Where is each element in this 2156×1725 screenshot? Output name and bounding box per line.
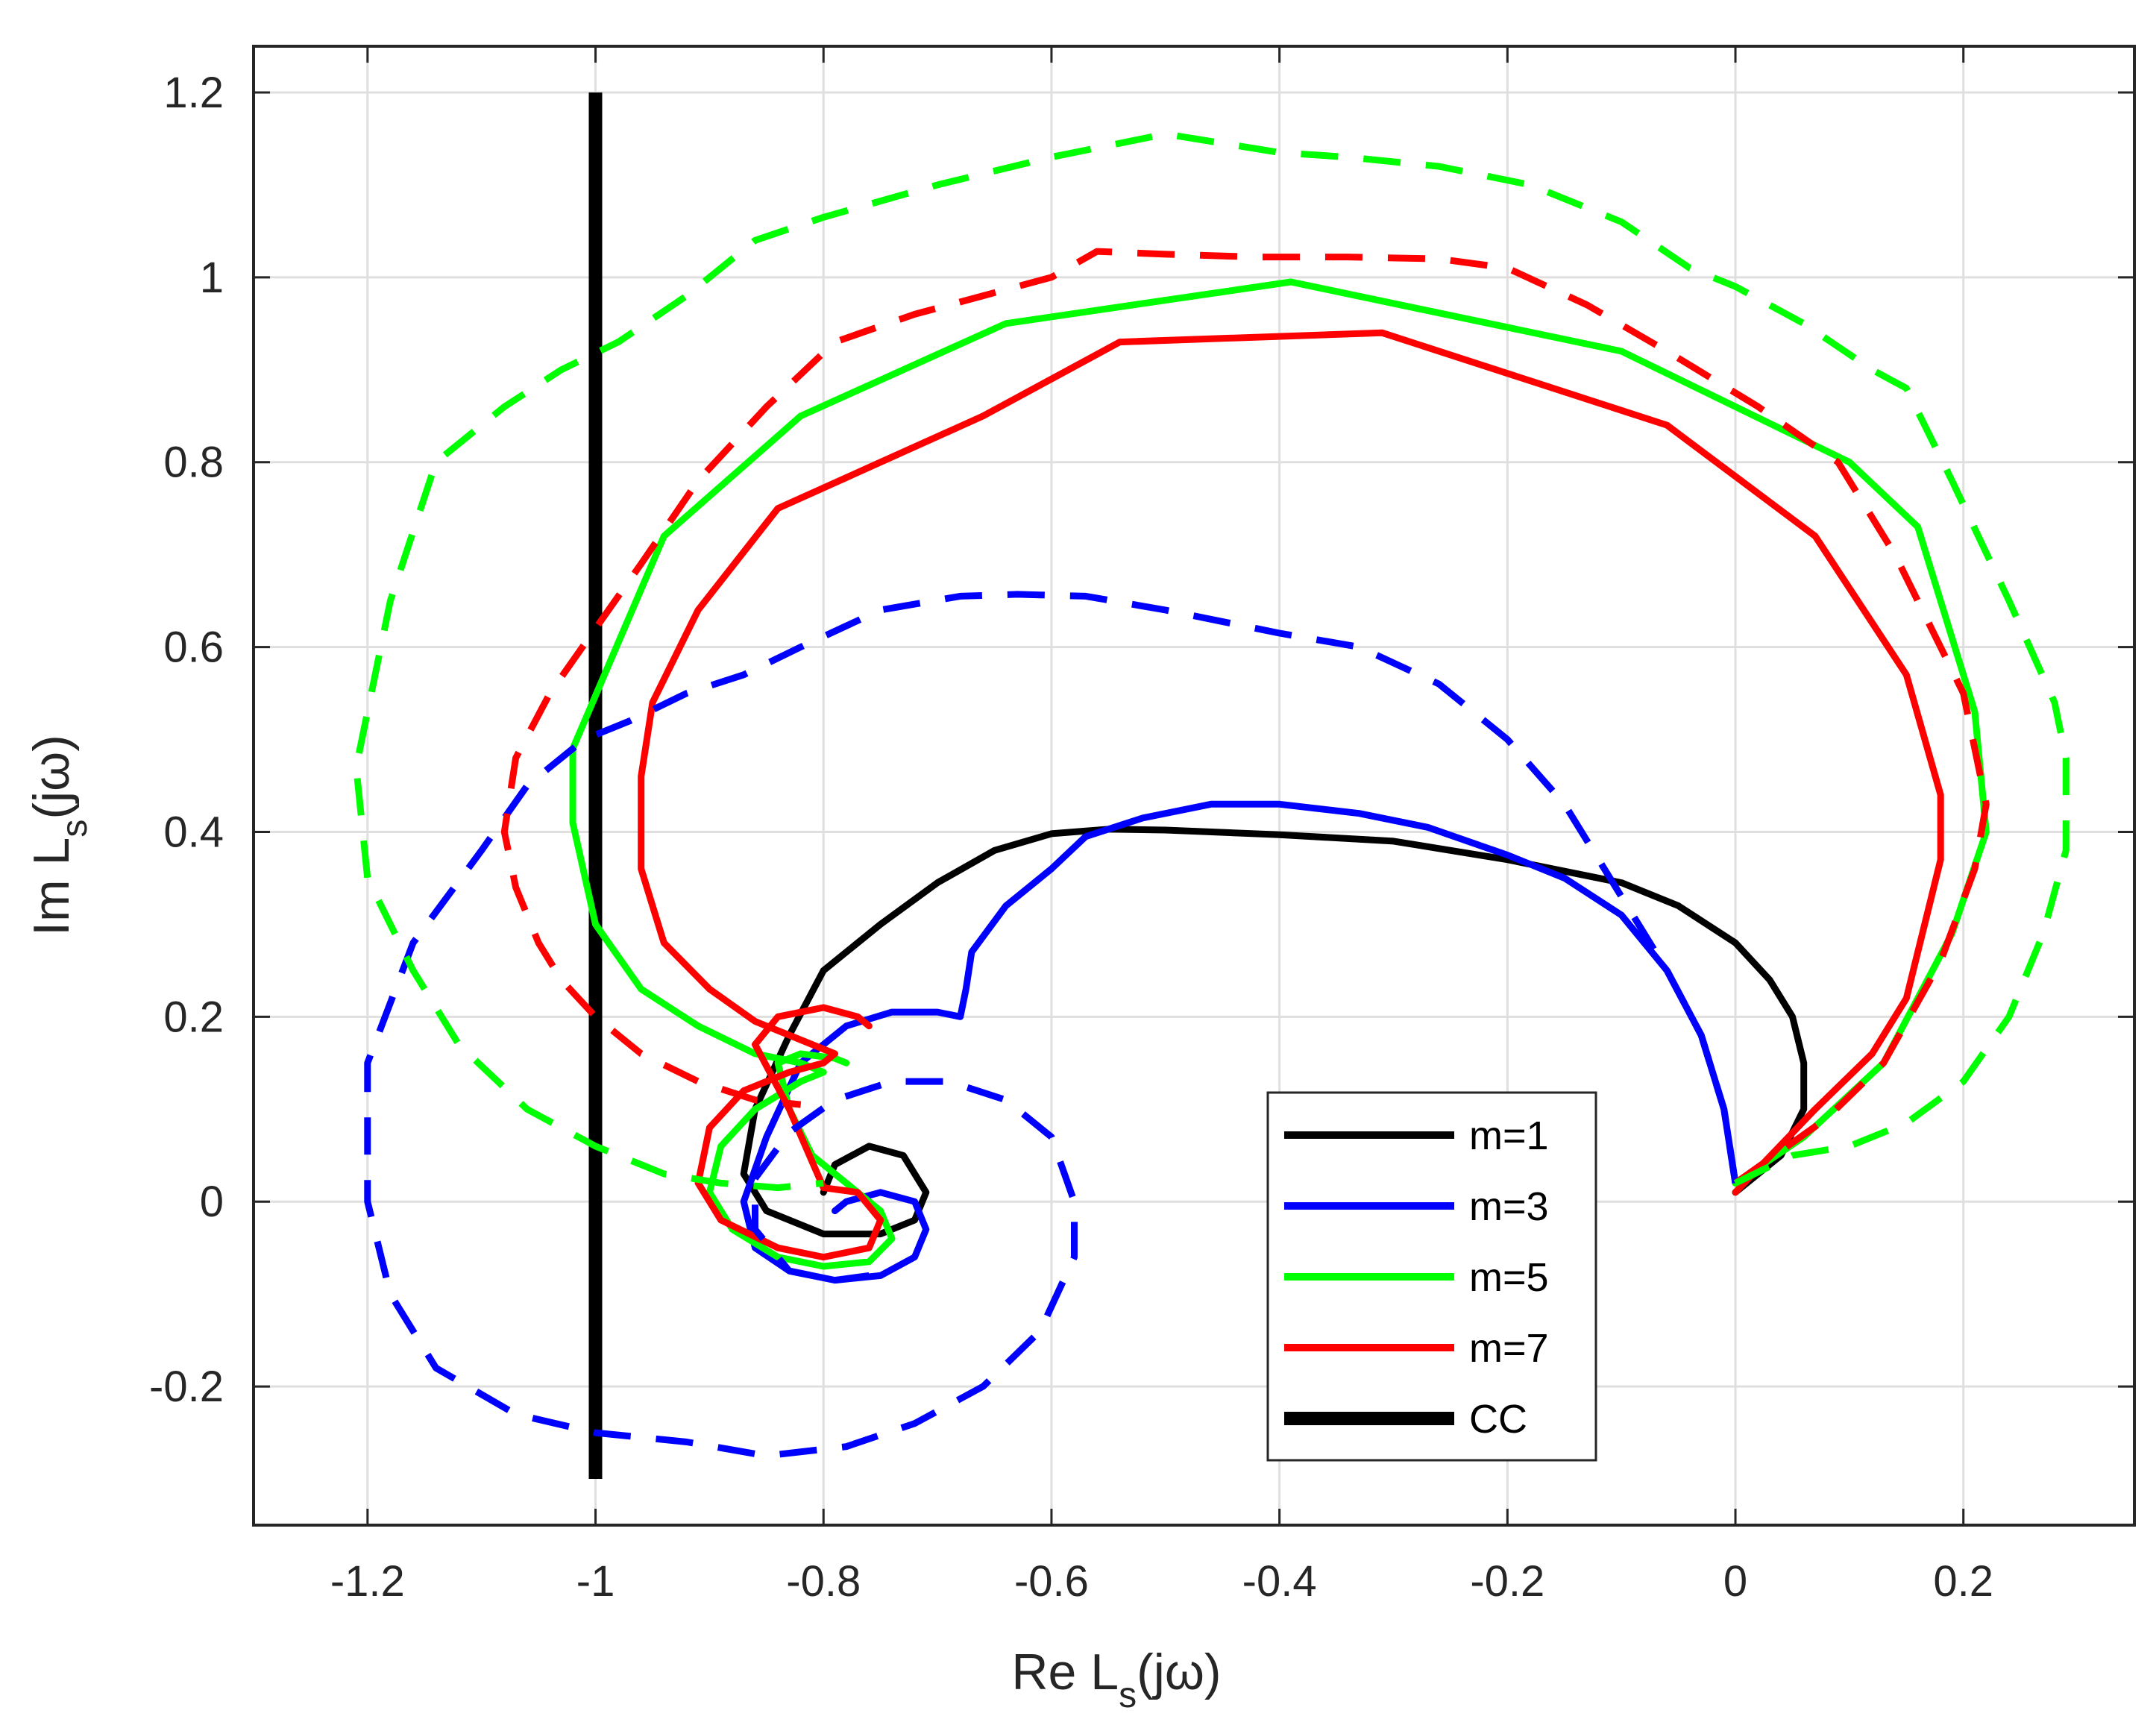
series-line-dashed-5 bbox=[364, 591, 1739, 1460]
legend-label: m=1 bbox=[1469, 1113, 1549, 1158]
plot-frame bbox=[252, 45, 2136, 1527]
x-tick-label: 0 bbox=[1723, 1557, 1747, 1606]
x-tick-label: -1 bbox=[576, 1557, 615, 1606]
y-tick-labels: -0.2 0 0.2 0.4 0.6 0.8 1 1.2 bbox=[149, 69, 224, 1411]
grid bbox=[254, 46, 2134, 1525]
legend: m=1 m=3 m=5 m=7 CC bbox=[1266, 1091, 1597, 1462]
legend-label: m=5 bbox=[1469, 1255, 1549, 1300]
x-tick-label: -0.6 bbox=[1014, 1557, 1089, 1606]
y-tick-label: 1 bbox=[200, 254, 224, 302]
y-axis-label-tail: (jω) bbox=[23, 735, 80, 820]
x-tick-label: -0.8 bbox=[786, 1557, 861, 1606]
y-tick-label: 1.2 bbox=[163, 69, 224, 117]
y-tick-label: 0 bbox=[200, 1178, 224, 1226]
y-tick-label: 0.2 bbox=[163, 993, 224, 1041]
y-axis-label-main: Im L bbox=[23, 838, 80, 936]
x-axis-label-tail: (jω) bbox=[1137, 1644, 1222, 1700]
series-line-dashed-7 bbox=[353, 131, 2069, 1192]
x-tick-labels: -1.2 -1 -0.8 -0.6 -0.4 -0.2 0 0.2 bbox=[330, 1557, 1993, 1606]
x-tick-label: -0.4 bbox=[1242, 1557, 1317, 1606]
y-axis-label: Im Ls(jω) bbox=[23, 735, 95, 936]
series-line-dashed-6 bbox=[500, 248, 1990, 1187]
series-line-m1 bbox=[740, 826, 1808, 1238]
series-line-m7 bbox=[638, 329, 1944, 1261]
x-tick-label: -0.2 bbox=[1470, 1557, 1544, 1606]
x-axis-label: Re Ls(jω) bbox=[1011, 1644, 1221, 1715]
y-tick-label: -0.2 bbox=[149, 1363, 224, 1411]
y-tick-label: 0.8 bbox=[163, 439, 224, 487]
x-tick-label: 0.2 bbox=[1933, 1557, 1993, 1606]
legend-label: m=3 bbox=[1469, 1184, 1549, 1229]
y-tick-label: 0.4 bbox=[163, 808, 224, 856]
x-tick-label: -1.2 bbox=[330, 1557, 405, 1606]
x-axis-label-main: Re L bbox=[1011, 1644, 1119, 1700]
legend-label: m=7 bbox=[1469, 1326, 1549, 1371]
series-line-m3 bbox=[740, 800, 1739, 1284]
series-line-m5 bbox=[569, 278, 1990, 1270]
legend-label: CC bbox=[1469, 1397, 1527, 1442]
x-axis-label-sub: s bbox=[1119, 1676, 1137, 1715]
series-layer bbox=[353, 92, 2069, 1479]
y-axis-label-sub: s bbox=[55, 820, 95, 838]
y-tick-label: 0.6 bbox=[163, 623, 224, 672]
